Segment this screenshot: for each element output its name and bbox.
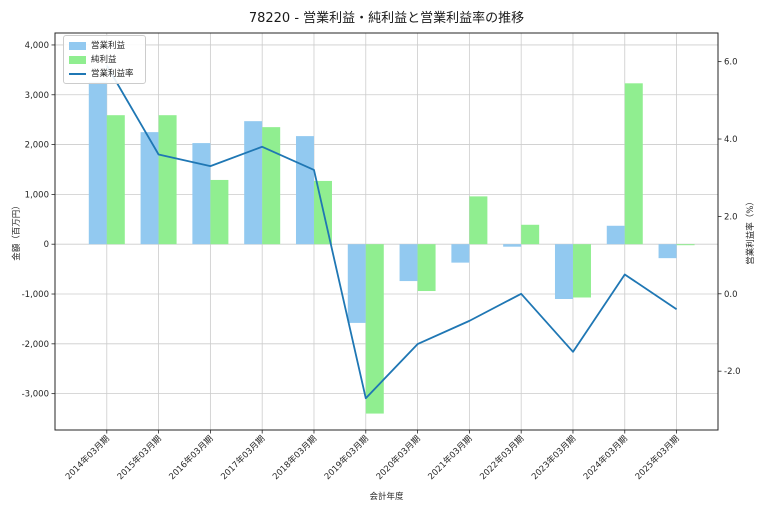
left-y-tick-label: 2,000: [25, 141, 49, 151]
right-y-tick-label: 4.0: [724, 135, 738, 145]
operating-profit-bar-9: [554, 244, 573, 299]
operating-profit-swatch-icon: [69, 41, 86, 50]
chart-title: 78220 - 営業利益・純利益と営業利益率の推移: [248, 11, 525, 26]
operating-margin-line: [106, 65, 678, 400]
net-profit-bar-10: [624, 83, 643, 245]
operating-profit-bar-4: [295, 136, 314, 245]
legend-label: 営業利益率: [91, 68, 134, 79]
legend-item-operating-profit: 営業利益: [69, 39, 143, 52]
right-y-tick-label: 2.0: [724, 212, 738, 222]
left-y-tick-label: 4,000: [25, 41, 49, 51]
left-y-tick-label: -2,000: [22, 340, 49, 350]
operating-profit-bar-5: [347, 244, 366, 323]
left-y-tick-label: 3,000: [25, 91, 49, 101]
net-profit-bar-1: [158, 115, 177, 245]
x-tick-label: 2022年03月期: [478, 433, 527, 482]
right-y-tick-label: 6.0: [724, 58, 738, 68]
x-tick-label: 2023年03月期: [529, 433, 578, 482]
x-tick-label: 2020年03月期: [374, 433, 423, 482]
right-axis-title: 営業利益率（%）: [746, 197, 756, 265]
left-y-tick-label: 1,000: [25, 190, 49, 200]
operating-profit-bar-7: [451, 244, 470, 263]
net-profit-bar-5: [365, 244, 384, 414]
legend-item-net-profit: 純利益: [69, 53, 143, 66]
right-y-tick-label: -2.0: [724, 367, 741, 377]
x-tick-label: 2025年03月期: [633, 433, 682, 482]
x-tick-label: 2021年03月期: [426, 433, 475, 482]
net-profit-bar-9: [572, 244, 591, 298]
operating-margin-line-swatch-icon: [69, 72, 86, 75]
x-tick-label: 2016年03月期: [167, 433, 216, 482]
left-y-tick-label: -3,000: [22, 390, 49, 400]
left-axis-title: 金額（百万円）: [12, 201, 22, 261]
left-y-tick-label: 0: [44, 240, 49, 250]
x-tick-label: 2014年03月期: [63, 433, 112, 482]
operating-profit-bar-6: [399, 244, 418, 282]
x-tick-label: 2018年03月期: [270, 433, 319, 482]
operating-profit-bar-3: [244, 121, 263, 245]
right-y-tick-label: 0.0: [724, 290, 738, 300]
legend-label: 営業利益: [91, 40, 126, 51]
net-profit-bar-3: [262, 127, 281, 245]
net-profit-bar-2: [210, 179, 229, 245]
x-tick-label: 2024年03月期: [581, 433, 630, 482]
net-profit-bar-11: [676, 244, 695, 246]
operating-profit-bar-2: [192, 143, 211, 245]
operating-profit-bar-0: [88, 81, 107, 245]
x-tick-label: 2017年03月期: [219, 433, 268, 482]
x-tick-label: 2019年03月期: [322, 433, 371, 482]
net-profit-bar-6: [417, 244, 436, 292]
legend-label: 純利益: [91, 54, 117, 65]
x-tick-label: 2015年03月期: [115, 433, 164, 482]
legend-item-operating-margin: 営業利益率: [69, 67, 143, 80]
operating-profit-bar-11: [658, 244, 677, 259]
x-axis-title: 会計年度: [369, 492, 404, 502]
net-profit-bar-7: [469, 196, 488, 245]
left-y-tick-label: -1,000: [22, 290, 49, 300]
operating-profit-bar-8: [503, 244, 522, 247]
net-profit-swatch-icon: [69, 55, 86, 64]
operating-profit-bar-1: [140, 132, 159, 245]
net-profit-bar-8: [521, 224, 540, 245]
plot-border: [54, 32, 719, 431]
net-profit-bar-0: [106, 115, 125, 245]
operating-profit-bar-10: [606, 225, 625, 245]
legend: 営業利益 純利益 営業利益率: [63, 35, 146, 84]
